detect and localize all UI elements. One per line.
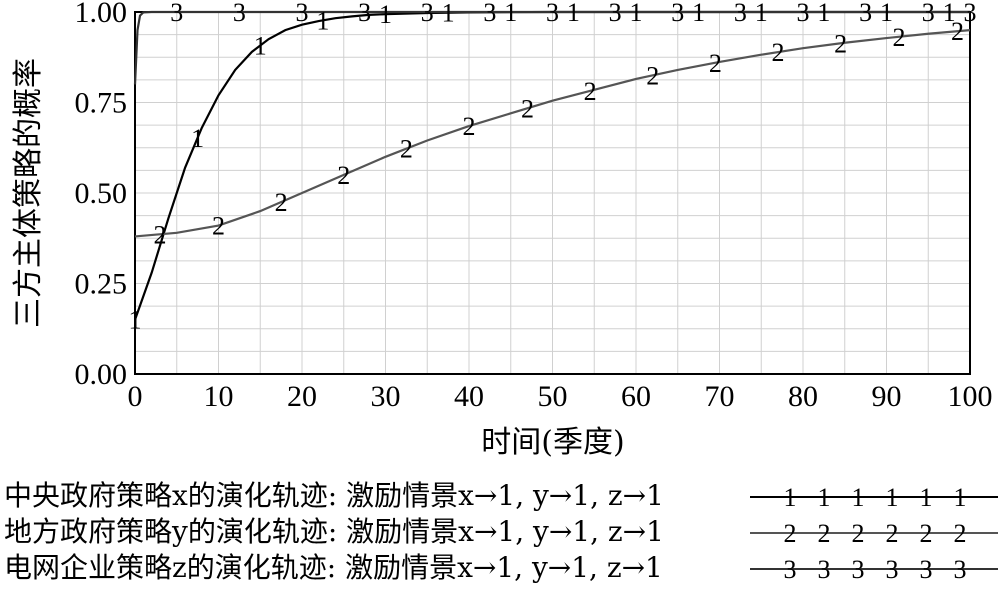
series-marker-1: 1 [817,0,830,27]
legend-marker: 2 [784,519,797,548]
y-tick-label: 0.50 [75,177,128,210]
series-marker-2: 2 [584,77,597,106]
series-marker-3: 3 [609,0,622,27]
x-tick-label: 60 [621,380,651,413]
y-axis: 0.00 0.25 0.50 0.75 1.00 [75,0,128,391]
legend-marker: 3 [886,555,899,584]
legend-marker: 2 [852,519,865,548]
legend-marker: 2 [818,519,831,548]
legend-marker: 3 [920,555,933,584]
series-line-3 [133,10,970,85]
y-tick-label: 0.00 [75,358,128,391]
y-axis-title: 三方主体策略的概率 [11,58,46,328]
legend-label-2: 地方政府策略y的演化轨迹: 激励情景x→1, y→1, z→1 [4,515,664,548]
series-marker-2: 2 [337,161,350,190]
legend-marker: 1 [920,483,933,512]
legend-marker: 1 [886,483,899,512]
x-tick-label: 80 [788,380,818,413]
legend-marker: 3 [818,555,831,584]
series-marker-1: 1 [943,0,956,27]
series-marker-1: 1 [567,0,580,27]
series-marker-3: 3 [922,0,935,27]
legend-marker: 3 [784,555,797,584]
x-axis-title: 时间(季度) [481,425,624,460]
legend-marker: 1 [784,483,797,512]
legend-marker: 3 [852,555,865,584]
x-tick-label: 30 [371,380,401,413]
legend-label-1: 中央政府策略x的演化轨迹: 激励情景x→1, y→1, z→1 [4,479,664,512]
series-lines [133,10,971,321]
series-marker-2: 2 [521,94,534,123]
series-marker-2: 2 [212,212,225,241]
series-marker-3: 3 [170,0,183,27]
series-marker-3: 3 [421,0,434,27]
series-marker-1: 1 [692,0,705,27]
x-tick-label: 50 [538,380,568,413]
series-marker-2: 2 [275,188,288,217]
series-marker-3: 3 [734,0,747,27]
x-tick-label: 90 [872,380,902,413]
legend-marker: 2 [920,519,933,548]
series-marker-1: 1 [191,124,204,153]
series-marker-2: 2 [771,38,784,67]
x-tick-label: 0 [128,380,143,413]
series-marker-3: 3 [296,0,309,27]
x-tick-label: 70 [705,380,735,413]
series-marker-1: 1 [504,0,517,27]
legend-marker: 3 [954,555,967,584]
series-marker-3: 3 [671,0,684,27]
legend-marker: 1 [954,483,967,512]
series-marker-1: 1 [316,6,329,35]
legend-marker: 2 [954,519,967,548]
series-marker-2: 2 [834,29,847,58]
series-marker-1: 1 [442,0,455,28]
series-marker-2: 2 [951,17,964,46]
series-line-2 [134,29,971,238]
legend-marker: 1 [852,483,865,512]
x-tick-label: 10 [204,380,234,413]
series-marker-3: 3 [483,0,496,27]
series-marker-1: 1 [379,0,392,29]
series-marker-1: 1 [254,31,267,60]
series-marker-1: 1 [129,306,142,335]
series-marker-1: 1 [880,0,893,27]
y-tick-label: 0.25 [75,268,128,301]
series-marker-3: 3 [964,0,977,27]
gridlines [134,12,971,374]
x-tick-label: 40 [454,380,484,413]
series-marker-2: 2 [154,220,167,249]
series-marker-2: 2 [709,49,722,78]
legend-marker: 2 [886,519,899,548]
series-marker-3: 3 [233,0,246,27]
series-marker-3: 3 [358,0,371,27]
x-tick-label: 20 [287,380,317,413]
series-marker-2: 2 [893,23,906,52]
x-axis: 0 10 20 30 40 50 60 70 80 90 100 [128,380,993,413]
series-marker-1: 1 [755,0,768,27]
series-marker-2: 2 [400,135,413,164]
x-tick-label: 100 [948,380,993,413]
legend-label-3: 电网企业策略z的演化轨迹: 激励情景x→1, y→1, z→1 [4,551,663,584]
series-marker-2: 2 [646,61,659,90]
series-marker-3: 3 [546,0,559,27]
series-marker-3: 3 [797,0,810,27]
series-marker-1: 1 [630,0,643,27]
chart: 0.00 0.25 0.50 0.75 1.00 0 10 20 30 40 50 60 70 80 90… [11,0,993,460]
series-marker-3: 3 [859,0,872,27]
series-marker-2: 2 [463,112,476,141]
legend-marker: 1 [818,483,831,512]
y-tick-label: 0.75 [75,87,128,120]
y-tick-label: 1.00 [75,0,128,29]
